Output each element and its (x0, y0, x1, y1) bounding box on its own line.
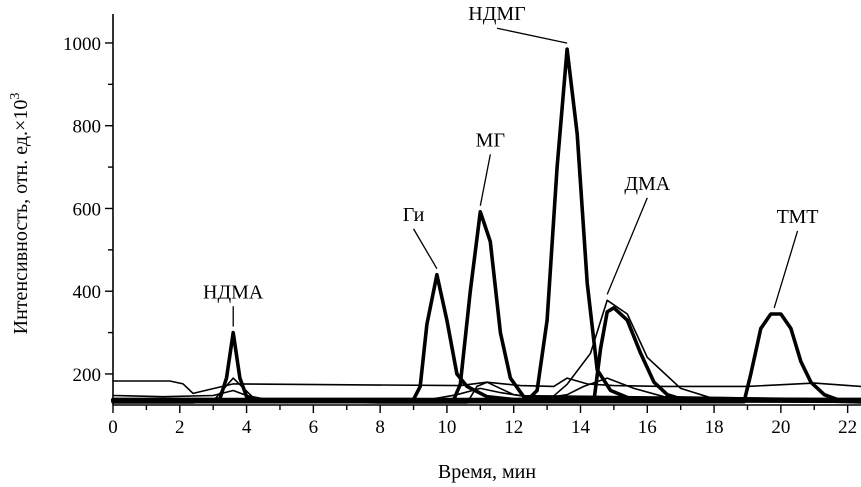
y-axis-title-superscript: 3 (8, 93, 23, 100)
x-tick-label: 6 (309, 417, 319, 438)
peak-leader-line (479, 154, 491, 206)
x-tick-label: 22 (838, 417, 857, 438)
x-tick-label: 12 (504, 417, 523, 438)
y-tick-label: 800 (73, 117, 102, 138)
trace-3 (112, 377, 861, 401)
y-tick-label: 600 (73, 199, 102, 220)
peak-leader-line (773, 230, 799, 309)
x-tick-label: 8 (375, 417, 385, 438)
peak-leader-line (606, 197, 648, 295)
y-axis-title-text: Интенсивность, отн. ед.×10 (10, 100, 32, 335)
peak-label: ТМТ (777, 206, 819, 228)
x-tick-label: 0 (108, 417, 118, 438)
x-tick-label: 2 (175, 417, 185, 438)
chromatogram-traces (111, 47, 861, 404)
peak-label: ДМА (624, 173, 670, 195)
x-tick-label: 20 (771, 417, 790, 438)
trace-8 (111, 306, 861, 404)
trace-7 (111, 47, 861, 403)
y-tick-label: 400 (73, 282, 102, 303)
peak-annotations: НДМА Ги МГ НДМГ ДМА ТМТ (203, 3, 818, 303)
x-axis-title: Время, мин (438, 461, 536, 483)
x-tick-label: 18 (705, 417, 724, 438)
axes: 0 2 4 6 8 10 12 14 16 18 20 22 200 400 600 800 1000 (63, 14, 861, 438)
annotation-leader-lines (232, 27, 799, 327)
x-tick-label: 10 (437, 417, 456, 438)
peak-label: МГ (476, 129, 505, 151)
trace-9 (111, 312, 861, 404)
x-tick-label: 4 (242, 417, 252, 438)
peak-leader-line (412, 228, 438, 269)
peak-leader-line (496, 27, 568, 44)
y-axis-title: Интенсивность, отн. ед.×103 (8, 93, 32, 335)
x-tick-label: 14 (571, 417, 591, 438)
peak-label: Ги (403, 204, 425, 226)
peak-label: НДМГ (468, 3, 525, 25)
y-tick-label: 1000 (63, 34, 101, 55)
x-tick-label: 16 (638, 417, 657, 438)
peak-label: НДМА (203, 281, 264, 303)
trace-5 (111, 272, 861, 402)
trace-6 (111, 210, 861, 402)
y-tick-label: 200 (73, 365, 102, 386)
